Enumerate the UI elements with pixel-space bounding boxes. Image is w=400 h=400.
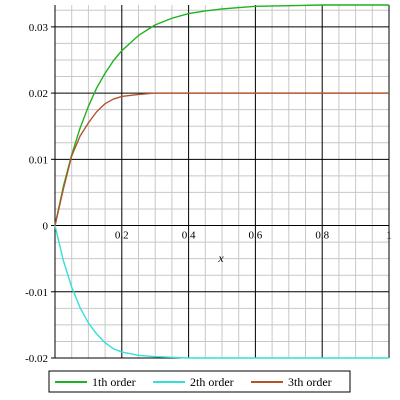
y-tick-label: 0 bbox=[43, 221, 49, 233]
axes bbox=[51, 5, 389, 359]
x-tick-label: 0.6 bbox=[249, 230, 263, 242]
series-layer bbox=[54, 4, 389, 359]
x-tick-label: 0.2 bbox=[115, 230, 129, 242]
x-tick-label: 0.8 bbox=[315, 230, 329, 242]
legend-label: 3th order bbox=[288, 375, 332, 389]
legend-label: 1th order bbox=[92, 375, 136, 389]
series-line bbox=[54, 225, 389, 359]
legend-label: 2th order bbox=[190, 375, 234, 389]
y-tick-label: 0.01 bbox=[29, 154, 48, 166]
series-line bbox=[54, 92, 389, 226]
series-line bbox=[54, 4, 389, 226]
y-tick-label: 0.02 bbox=[29, 88, 48, 100]
y-tick-label: -0.02 bbox=[25, 353, 48, 365]
x-tick-label: 0.4 bbox=[182, 230, 196, 242]
y-tick-label: -0.01 bbox=[25, 287, 48, 299]
x-axis-label: x bbox=[217, 251, 224, 265]
x-tick-label: 1 bbox=[386, 230, 392, 242]
tick-labels: 0.2 0.4 0.6 0.8 1 0.03 0.02 0.01 0 -0.01 -0.02 bbox=[25, 22, 392, 365]
y-tick-label: 0.03 bbox=[29, 22, 49, 34]
minor-grid bbox=[55, 5, 389, 358]
legend-box bbox=[48, 370, 351, 393]
legend: 1th order 2th order 3th order bbox=[48, 370, 351, 393]
